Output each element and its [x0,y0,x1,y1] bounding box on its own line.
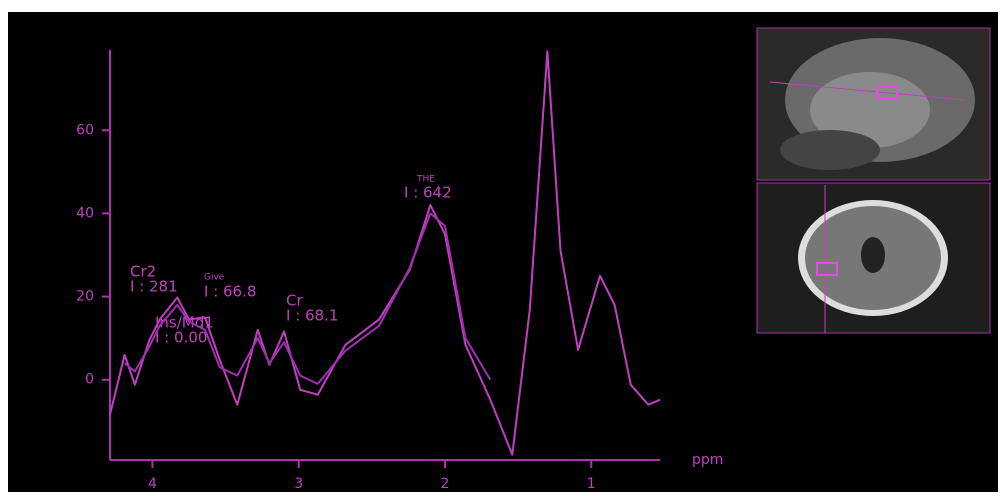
x-axis-label: ppm [692,452,723,468]
annotation: I : 66.8 [204,283,256,301]
y-tick-label: 0 [85,372,94,388]
x-tick-label: 2 [441,476,450,492]
chart: ppm Cr2 I : 281 Give I : 66.8 Cr I : 68.… [0,0,1006,496]
x-tick-label: 3 [294,476,303,492]
y-tick-label: 20 [76,289,94,305]
annotation: Give [204,273,225,283]
annotation: I : 68.1 [286,307,338,325]
annotation: I : 642 [404,184,452,202]
y-tick-label: 40 [76,205,94,221]
mri-axial [757,183,990,333]
x-tick-label: 1 [587,476,596,492]
x-tick-label: 4 [148,476,157,492]
y-tick-label: 60 [76,122,94,138]
annotation: I : 281 [130,278,178,296]
annotation: I : 0.00 [155,329,207,347]
mri-sagittal [757,28,990,180]
